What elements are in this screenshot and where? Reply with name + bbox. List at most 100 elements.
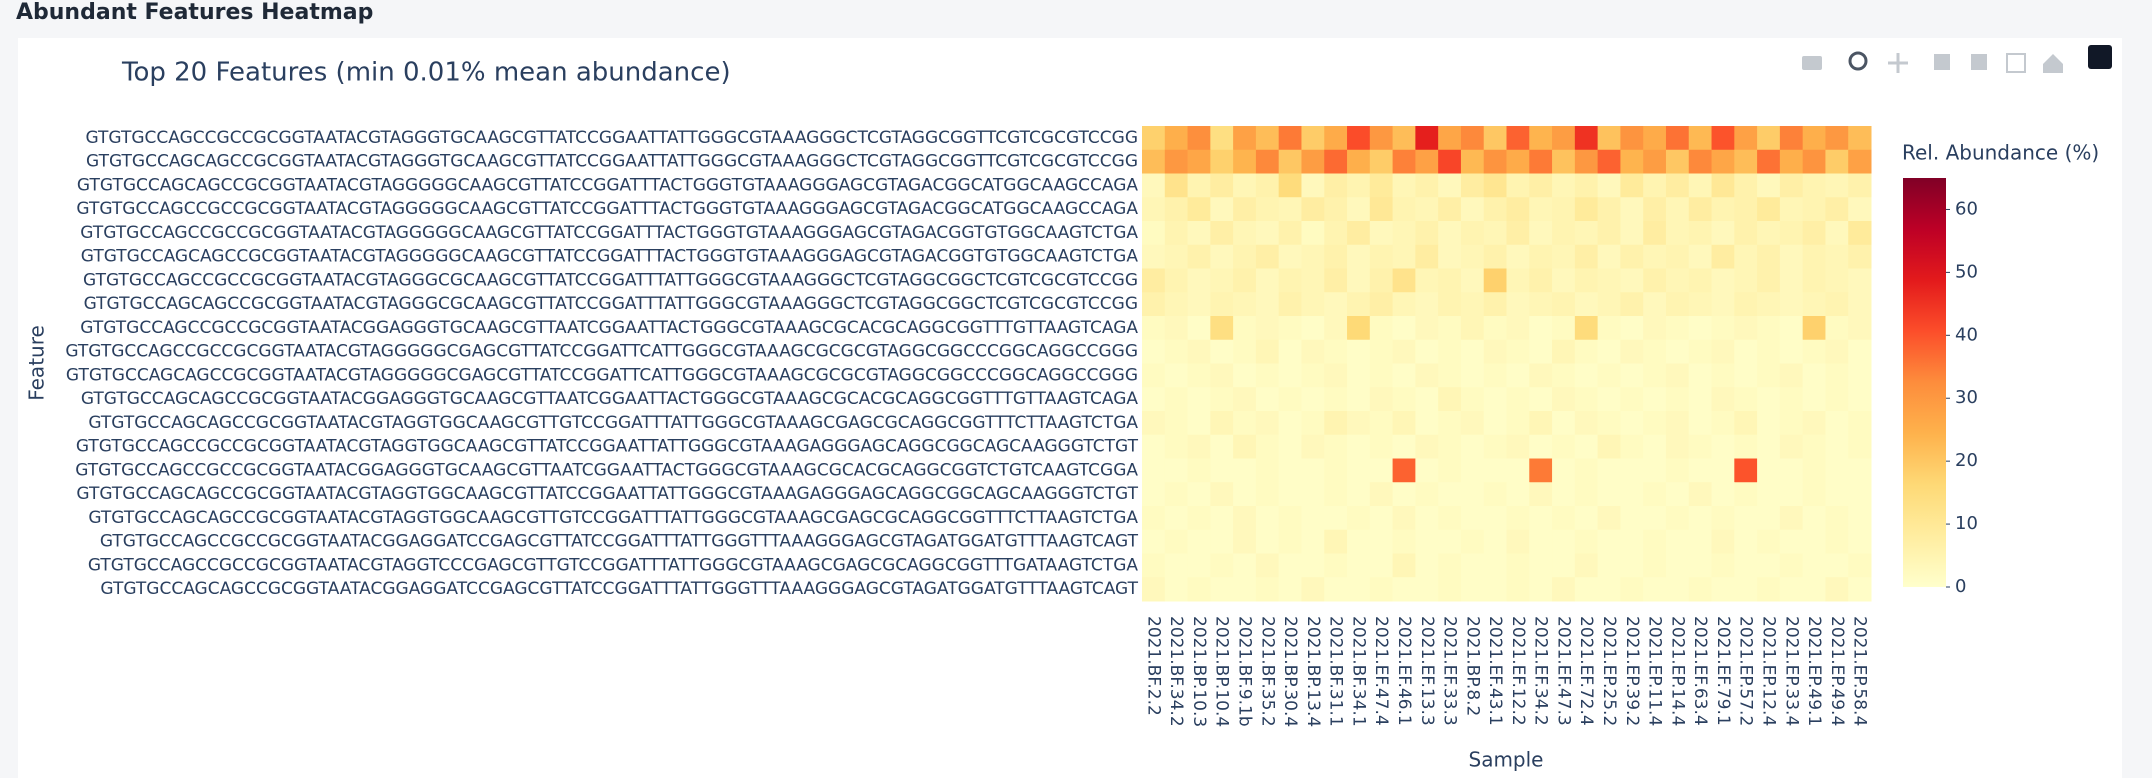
heatmap-cell <box>1825 173 1849 198</box>
heatmap-cell <box>1210 244 1234 269</box>
heatmap-cell <box>1825 529 1849 554</box>
heatmap-cell <box>1460 387 1485 412</box>
zoom-out-button[interactable] <box>1971 54 1987 70</box>
heatmap-cell <box>1233 434 1257 459</box>
x-tick-label: 2021.EP.49.4 <box>1827 616 1847 726</box>
heatmap-cell <box>1210 268 1234 293</box>
heatmap-cell <box>1688 482 1713 507</box>
x-tick-label: 2021.BF.34.2 <box>1166 616 1186 727</box>
heatmap-cell <box>1779 458 1804 483</box>
heatmap-cell <box>1688 197 1713 222</box>
heatmap-cell <box>1802 458 1826 483</box>
heatmap-cell <box>1779 434 1804 459</box>
heatmap-cell <box>1438 316 1462 341</box>
heatmap-cell <box>1324 126 1348 151</box>
heatmap-cell <box>1757 316 1781 341</box>
heatmap-cell <box>1392 411 1416 436</box>
heatmap-cell <box>1802 434 1826 459</box>
heatmap-cell <box>1233 173 1257 198</box>
heatmap-cell <box>1802 387 1826 412</box>
heatmap-cell <box>1438 268 1462 293</box>
heatmap-cell <box>1506 529 1530 554</box>
heatmap-cell <box>1734 149 1758 174</box>
heatmap-cell <box>1529 529 1553 554</box>
heatmap-cell <box>1597 577 1621 602</box>
colorbar-tick-label: 50 <box>1955 261 1978 282</box>
heatmap-cell <box>1347 244 1371 269</box>
heatmap-cell <box>1415 553 1439 578</box>
heatmap-cell <box>1415 126 1439 151</box>
heatmap-cell <box>1392 506 1416 531</box>
heatmap-cell <box>1620 173 1644 198</box>
heatmap-cell <box>1255 197 1280 222</box>
heatmap-cell <box>1529 387 1553 412</box>
heatmap-cell <box>1506 411 1530 436</box>
y-tick-label: GTGTGCCAGCAGCCGCGGTAATACGTAGGGGGCGAGCGTT… <box>66 365 1138 385</box>
heatmap-cell <box>1643 149 1667 174</box>
y-axis-title: Feature <box>25 325 49 401</box>
heatmap-cell <box>1643 292 1667 317</box>
heatmap-cell <box>1483 434 1507 459</box>
zoom-in-button[interactable] <box>1934 54 1950 70</box>
heatmap-cell <box>1802 292 1826 317</box>
heatmap-cell <box>1802 577 1826 602</box>
y-tick-label: GTGTGCCAGCAGCCGCGGTAATACGTAGGTGGCAAGCGTT… <box>88 508 1138 528</box>
heatmap-cell <box>1506 221 1530 246</box>
heatmap-cell <box>1848 482 1872 507</box>
heatmap-cell <box>1278 387 1302 412</box>
reset-button[interactable] <box>2043 54 2063 73</box>
heatmap-cell <box>1233 577 1257 602</box>
heatmap-cell <box>1301 221 1325 246</box>
camera-button[interactable] <box>1802 56 1822 70</box>
heatmap-cell <box>1688 506 1713 531</box>
heatmap-cell <box>1506 244 1530 269</box>
heatmap-cell <box>1187 577 1211 602</box>
heatmap-cell <box>1324 363 1348 388</box>
heatmap-cell <box>1233 244 1257 269</box>
heatmap-cell <box>1392 434 1416 459</box>
heatmap-cell <box>1164 339 1189 364</box>
heatmap-cell <box>1688 221 1713 246</box>
heatmap-cell <box>1734 173 1758 198</box>
heatmap-cell <box>1574 197 1599 222</box>
pan-button[interactable] <box>1888 53 1908 73</box>
heatmap-cell <box>1574 529 1599 554</box>
heatmap-cell <box>1187 292 1211 317</box>
heatmap-cell <box>1438 577 1462 602</box>
heatmap-cell <box>1233 126 1257 151</box>
heatmap-cell <box>1574 244 1599 269</box>
heatmap-cell <box>1620 577 1644 602</box>
heatmap-cell <box>1164 506 1189 531</box>
heatmap-cell <box>1597 149 1621 174</box>
heatmap-cell <box>1301 506 1325 531</box>
x-tick-label: 2021.EF.79.1 <box>1713 616 1733 726</box>
heatmap-cell <box>1415 577 1439 602</box>
autoscale-button[interactable] <box>2006 53 2026 73</box>
heatmap-cell <box>1369 244 1394 269</box>
zoom-button[interactable] <box>1848 51 1868 71</box>
heatmap-cell <box>1574 339 1599 364</box>
heatmap-cell <box>1734 506 1758 531</box>
heatmap-cell <box>1210 126 1234 151</box>
heatmap-cell <box>1688 577 1713 602</box>
y-tick-label: GTGTGCCAGCAGCCGCGGTAATACGTAGGGTGCAAGCGTT… <box>86 152 1138 172</box>
heatmap-cell <box>1620 339 1644 364</box>
heatmap-cell <box>1711 506 1735 531</box>
heatmap-cell <box>1552 458 1576 483</box>
chart-title: Top 20 Features (min 0.01% mean abundanc… <box>121 58 731 88</box>
x-tick-label: 2021.EF.33.3 <box>1440 616 1460 726</box>
heatmap-cell <box>1438 506 1462 531</box>
heatmap-cell <box>1620 149 1644 174</box>
heatmap-cell <box>1142 292 1166 317</box>
heatmap-cell <box>1278 149 1302 174</box>
plotly-logo[interactable] <box>2088 45 2112 69</box>
heatmap-cell <box>1529 434 1553 459</box>
heatmap-cell <box>1665 434 1690 459</box>
heatmap-cell <box>1506 339 1530 364</box>
heatmap-cell <box>1665 506 1690 531</box>
heatmap-cell <box>1483 458 1507 483</box>
heatmap-cell <box>1460 244 1485 269</box>
heatmap-cell <box>1552 197 1576 222</box>
heatmap-cell <box>1347 553 1371 578</box>
heatmap-cell <box>1711 363 1735 388</box>
